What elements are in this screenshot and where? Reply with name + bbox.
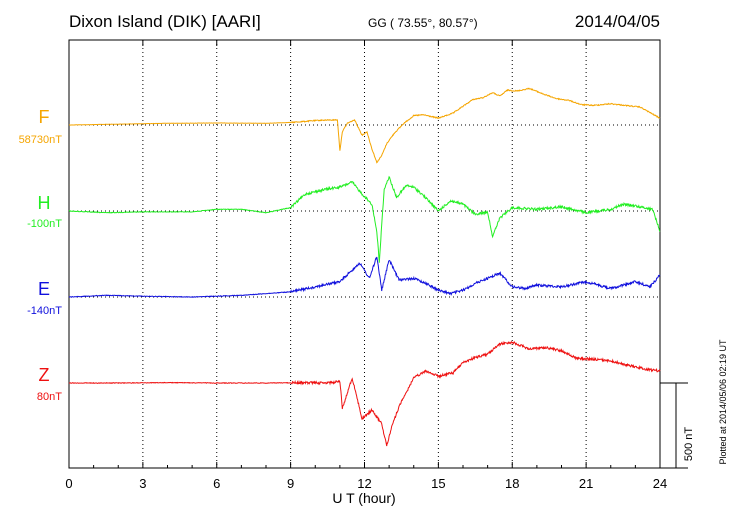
series-line-Z	[68, 340, 661, 447]
series-baseline-label-E: -140nT	[27, 305, 62, 317]
station-title: Dixon Island (DIK) [AARI]	[69, 12, 261, 31]
series-baseline-label-Z: 80nT	[37, 391, 62, 403]
series-line-F	[68, 87, 661, 164]
station-coords: GG ( 73.55°, 80.57°)	[368, 16, 478, 30]
x-tick-label-0: 0	[65, 476, 72, 491]
series-name-H: H	[38, 193, 51, 213]
series-group	[68, 87, 661, 447]
series-baseline-label-H: -100nT	[27, 218, 62, 230]
scale-bar-label: 500 nT	[683, 427, 695, 462]
scale-bar: 500 nT	[660, 382, 695, 469]
x-axis-ticks: 0 3 6 9 12 15 18 21 24	[65, 40, 667, 491]
x-tick-label-18: 18	[505, 476, 519, 491]
observation-date: 2014/04/05	[575, 12, 660, 31]
series-labels: F 58730nT H -100nT E -140nT Z 80nT	[19, 107, 63, 403]
series-name-E: E	[38, 279, 50, 299]
series-line-H	[68, 175, 661, 263]
plotted-at-note: Plotted at 2014/05/06 02:19 UT	[718, 339, 728, 465]
x-tick-label-9: 9	[287, 476, 294, 491]
x-tick-label-24: 24	[653, 476, 667, 491]
x-tick-label-21: 21	[579, 476, 593, 491]
x-tick-label-12: 12	[357, 476, 371, 491]
series-baseline-label-F: 58730nT	[19, 134, 63, 146]
series-name-F: F	[39, 107, 50, 127]
x-axis-title: U T (hour)	[332, 490, 395, 506]
series-line-E	[68, 256, 661, 298]
x-tick-label-15: 15	[431, 476, 445, 491]
x-tick-label-3: 3	[139, 476, 146, 491]
baseline-lines	[69, 124, 660, 298]
series-name-Z: Z	[39, 365, 50, 385]
grid-lines	[142, 40, 587, 468]
x-tick-label-6: 6	[213, 476, 220, 491]
